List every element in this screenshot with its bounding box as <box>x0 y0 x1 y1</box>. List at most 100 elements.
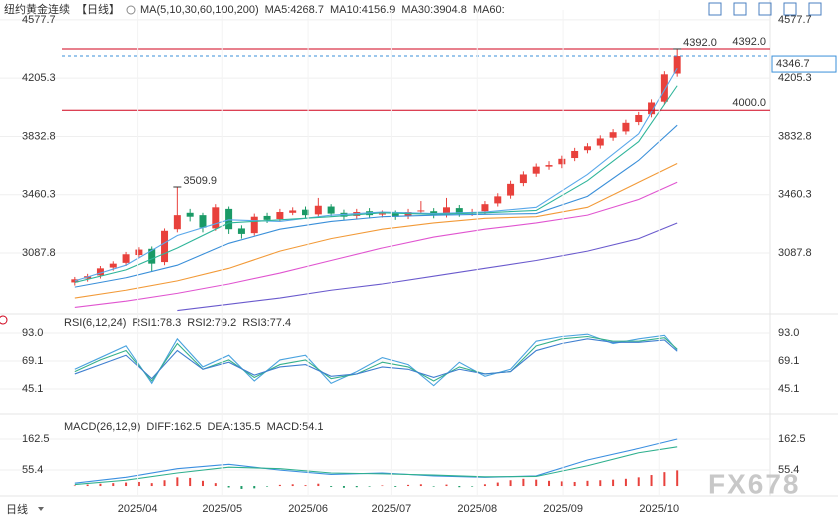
candle-body <box>276 212 284 220</box>
candle-body <box>122 254 130 263</box>
y-tick-label: 69.1 <box>22 355 43 367</box>
macd-bar <box>137 481 140 487</box>
candle-body <box>442 207 450 215</box>
y-tick-label: 3460.3 <box>22 189 56 201</box>
period-selector[interactable]: 日线 <box>6 502 28 516</box>
tool-icon[interactable] <box>808 2 822 16</box>
macd-bar <box>163 480 166 487</box>
panel-title: MACD(26,12,9) <box>64 421 140 433</box>
candle-body <box>237 228 245 234</box>
macd-bar <box>483 484 486 487</box>
candle-body <box>161 230 169 263</box>
macd-bar <box>112 483 115 487</box>
candle-body <box>648 102 656 115</box>
tool-icon[interactable] <box>758 2 772 16</box>
candle-body <box>199 215 207 228</box>
panel-title: RSI(6,12,24) <box>64 317 126 329</box>
y-tick-label-right: 3832.8 <box>778 130 812 142</box>
macd-bar <box>650 475 653 487</box>
y-tick-label-right: 55.4 <box>778 464 799 476</box>
candle-body <box>635 114 643 123</box>
candle-body <box>109 263 117 268</box>
candle-body <box>571 150 579 159</box>
indicator-line <box>74 163 678 299</box>
macd-bar <box>560 481 563 487</box>
macd-bar <box>176 477 179 487</box>
candle-body <box>519 174 527 184</box>
macd-bar <box>432 486 435 487</box>
macd-bar <box>573 481 576 487</box>
candle-body <box>263 215 271 220</box>
macd-bar <box>394 486 397 487</box>
macd-bar <box>304 485 307 487</box>
x-tick-label: 2025/10 <box>639 503 679 515</box>
candle-body <box>250 216 258 234</box>
macd-bar <box>150 483 153 487</box>
indicator-line <box>74 124 678 288</box>
macd-bar <box>355 486 358 488</box>
tool-icon[interactable] <box>708 2 722 16</box>
y-tick-label-right: 162.5 <box>778 433 806 445</box>
x-tick-label: 2025/05 <box>202 503 242 515</box>
y-tick-label-right: 69.1 <box>778 355 799 367</box>
indicator-line <box>74 446 678 486</box>
candle-body <box>660 74 668 102</box>
legend-item: RSI3:77.4 <box>242 317 291 329</box>
dropdown-arrow[interactable] <box>38 507 44 511</box>
last-price-box <box>771 55 837 73</box>
indicator-line <box>74 181 678 309</box>
macd-bar <box>99 483 102 487</box>
macd-bar <box>342 486 345 488</box>
indicator-line <box>74 335 678 382</box>
candle-body <box>596 138 604 146</box>
y-tick-label: 55.4 <box>22 464 43 476</box>
y-tick-label-right: 4205.3 <box>778 72 812 84</box>
candle-body <box>96 268 104 276</box>
tool-icon[interactable] <box>783 2 797 16</box>
macd-bar <box>676 470 679 487</box>
panel-subtitle: 【日线】 <box>76 2 120 16</box>
candle-body <box>225 208 233 230</box>
y-tick-label: 93.0 <box>22 327 43 339</box>
settings-icon[interactable] <box>0 315 8 325</box>
legend-item: RSI2:79.2 <box>187 317 236 329</box>
macd-bar <box>637 477 640 487</box>
candle-body <box>507 183 515 196</box>
macd-bar <box>599 480 602 487</box>
macd-bar <box>612 479 615 487</box>
macd-bar <box>624 478 627 487</box>
x-tick-label: 2025/08 <box>457 503 497 515</box>
x-tick-label: 2025/04 <box>118 503 158 515</box>
candle-body <box>494 196 502 204</box>
panel-title: 纽约黄金连续 <box>4 2 70 16</box>
last-price-label: 4346.7 <box>776 58 810 70</box>
candle-body <box>327 206 335 214</box>
y-tick-label: 3832.8 <box>22 130 56 142</box>
macd-bar <box>214 483 217 487</box>
candle-body <box>455 208 463 214</box>
x-tick-label: 2025/06 <box>288 503 328 515</box>
visibility-icon[interactable] <box>126 5 136 15</box>
tool-icon[interactable] <box>733 2 747 16</box>
macd-bar <box>86 484 89 487</box>
annotation-label: 3509.9 <box>183 175 217 187</box>
y-tick-label-right: 3460.3 <box>778 189 812 201</box>
candle-body <box>289 210 297 213</box>
candle-body <box>378 213 386 215</box>
y-tick-label: 162.5 <box>22 433 50 445</box>
candle-body <box>609 132 617 138</box>
candle-body <box>622 122 630 132</box>
candle-body <box>135 249 143 256</box>
y-tick-label-right: 45.1 <box>778 383 799 395</box>
macd-bar <box>548 480 551 487</box>
candle-body <box>673 56 681 74</box>
macd-bar <box>317 483 320 487</box>
price-line-label: 4000.0 <box>732 97 766 109</box>
y-tick-label: 4577.7 <box>22 14 56 26</box>
macd-bar <box>201 480 204 487</box>
y-tick-label-right: 3087.8 <box>778 247 812 259</box>
legend-item: MACD:54.1 <box>267 421 324 433</box>
macd-bar <box>240 486 243 489</box>
macd-bar <box>509 480 512 487</box>
